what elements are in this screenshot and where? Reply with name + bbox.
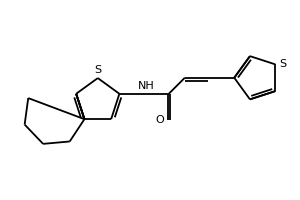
Text: O: O [156,115,164,125]
Text: S: S [280,59,287,69]
Text: S: S [94,65,101,75]
Text: NH: NH [138,81,154,91]
